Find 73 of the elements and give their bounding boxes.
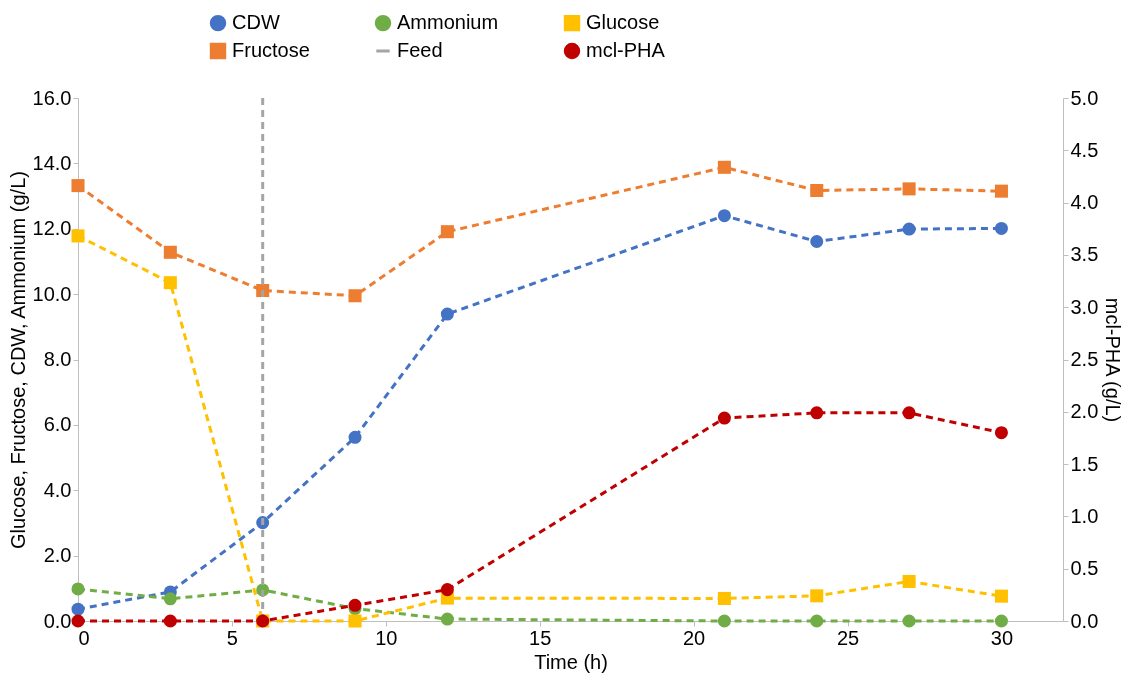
y2-tick-label: 3.0 [1070, 295, 1099, 318]
point [71, 614, 85, 628]
point [440, 307, 454, 321]
point [994, 589, 1008, 603]
x-tick-label: 30 [990, 626, 1014, 649]
point [163, 245, 177, 259]
point [440, 225, 454, 239]
y-tick-label: 10.0 [32, 282, 72, 305]
y2-tick-label: 1.0 [1070, 504, 1099, 527]
x-tick-label: 10 [375, 626, 398, 649]
point [994, 426, 1008, 440]
point [348, 614, 362, 628]
point [163, 614, 177, 628]
point [717, 591, 731, 605]
point [71, 582, 85, 596]
legend-label: Ammonium [397, 11, 499, 34]
y2-tick-label: 2.5 [1070, 348, 1099, 370]
y-tick-label: 8.0 [43, 348, 72, 370]
point [71, 229, 85, 243]
y2-tick-label: 4.0 [1070, 191, 1099, 214]
y-tick-label: 4.0 [43, 478, 72, 501]
point [71, 602, 85, 616]
y-tick-label: 0.0 [43, 609, 72, 632]
y-tick-label: 16.0 [32, 86, 72, 109]
y2-tick-label: 0.5 [1070, 557, 1099, 580]
y2-tick-label: 4.5 [1070, 138, 1099, 161]
point [717, 160, 731, 174]
y2-tick-label: 2.0 [1070, 400, 1099, 423]
point [163, 592, 177, 606]
point [810, 614, 824, 628]
x-axis-title: Time (h) [534, 650, 608, 673]
y-tick-label: 14.0 [32, 151, 72, 174]
point [994, 221, 1008, 235]
x-tick-label: 20 [683, 626, 706, 649]
point [810, 183, 824, 198]
y-tick-label: 6.0 [43, 413, 72, 436]
point [348, 289, 362, 303]
legend-label: CDW [232, 11, 280, 34]
point [717, 209, 731, 223]
point [994, 614, 1008, 628]
legend-label: mcl-PHA [586, 39, 666, 61]
x-tick-label: 0 [78, 626, 90, 649]
y2-tick-label: 5.0 [1070, 86, 1099, 109]
y-tick-label: 12.0 [32, 217, 72, 240]
y2-tick-label: 3.5 [1070, 243, 1099, 266]
point [810, 406, 824, 420]
legend-label: Glucose [586, 11, 660, 34]
point [348, 430, 362, 444]
y-axis-title: Glucose, Fructose, CDW, Ammonium (g/L) [6, 171, 29, 549]
point [71, 179, 85, 193]
point [902, 406, 916, 420]
point [717, 411, 731, 425]
x-tick-label: 25 [836, 626, 860, 649]
point [902, 614, 916, 628]
x-tick-label: 5 [226, 626, 238, 649]
y-tick-label: 2.0 [43, 544, 72, 567]
point [902, 182, 916, 196]
y2-tick-label: 0.0 [1070, 609, 1099, 632]
point [440, 612, 454, 626]
point [994, 184, 1008, 198]
point [810, 234, 824, 248]
legend-label: Fructose [232, 39, 310, 61]
point [163, 276, 177, 290]
point [810, 589, 824, 603]
x-tick-label: 15 [529, 626, 552, 649]
legend-label: Feed [397, 39, 443, 61]
point [902, 222, 916, 236]
point [902, 574, 916, 588]
point [717, 614, 731, 628]
y2-tick-label: 1.5 [1070, 452, 1099, 475]
point [348, 598, 362, 612]
point [440, 583, 454, 597]
y2-axis-title: mcl-PHA (g/L) [1102, 297, 1125, 423]
